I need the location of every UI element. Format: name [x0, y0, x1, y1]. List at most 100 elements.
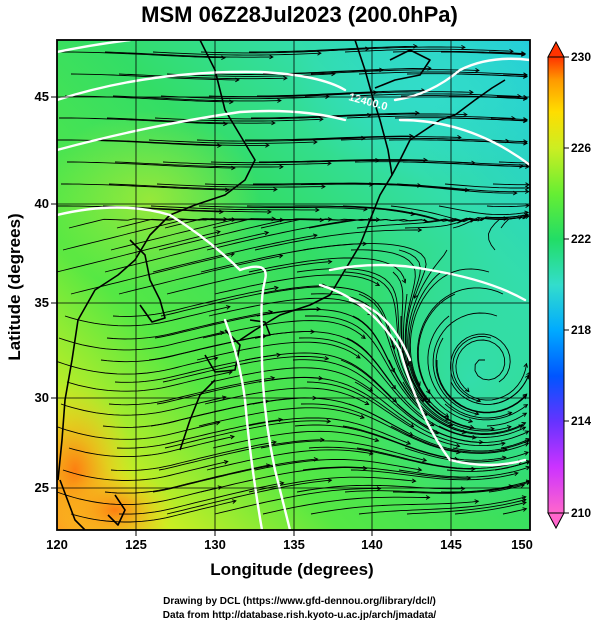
streamline-arrow: [219, 209, 224, 215]
streamline: [150, 397, 317, 427]
colorbar-min-arrow: [547, 512, 565, 530]
streamline: [248, 476, 416, 493]
streamline-arrow: [464, 387, 470, 393]
streamline: [492, 375, 530, 405]
streamline-arrow: [265, 143, 270, 148]
streamline-arrow: [273, 187, 278, 192]
streamline: [158, 439, 324, 471]
streamline-arrow: [524, 189, 530, 194]
streamline: [455, 339, 506, 392]
streamline: [212, 430, 379, 449]
colorbar-max-arrow: [547, 40, 565, 58]
streamline-arrow: [313, 457, 319, 462]
streamline: [444, 403, 528, 421]
streamline: [436, 360, 528, 413]
streamline: [160, 285, 326, 317]
streamline-arrow: [364, 400, 370, 405]
streamline-arrow: [406, 440, 412, 445]
streamline: [344, 48, 513, 53]
y-axis-label: Latitude (degrees): [5, 213, 24, 360]
streamline: [498, 161, 530, 164]
streamline-arrow: [425, 495, 431, 500]
streamline: [108, 377, 275, 406]
streamline: [492, 183, 529, 186]
streamline-arrow: [468, 418, 474, 423]
streamline: [408, 271, 449, 418]
streamline-arrow: [474, 411, 480, 416]
streamline: [208, 297, 372, 317]
streamline: [198, 205, 367, 210]
streamline-arrow: [216, 230, 221, 235]
streamline: [112, 287, 279, 317]
colorbar: 230 226 222 218 214 210: [547, 40, 591, 530]
streamline: [350, 249, 416, 366]
streamline-arrow: [417, 467, 423, 472]
streamline: [260, 440, 427, 462]
streamline-arrow: [471, 466, 476, 472]
streamline: [304, 315, 428, 416]
streamline-arrow: [521, 426, 527, 431]
streamline: [58, 331, 224, 351]
streamline: [200, 243, 367, 273]
streamline: [356, 216, 523, 229]
streamline: [398, 249, 427, 400]
colorbar-tick-label: 222: [571, 232, 591, 246]
streamline-arrow: [362, 241, 368, 247]
streamline: [488, 215, 529, 251]
streamline: [404, 447, 529, 463]
streamline-arrow: [521, 500, 527, 506]
streamline-arrow: [409, 133, 414, 139]
colorbar-tick-label: 210: [571, 506, 591, 520]
streamline: [61, 183, 229, 191]
streamline: [409, 268, 490, 386]
streamline-arrow: [316, 306, 322, 312]
streamline: [254, 459, 422, 471]
streamline-arrow: [361, 334, 366, 339]
streamline-arrow: [521, 422, 527, 427]
streamline-arrow: [522, 393, 528, 399]
streamline-arrow: [444, 413, 450, 418]
streamline-arrow: [523, 139, 528, 144]
streamline-arrow: [264, 230, 270, 236]
streamline-arrow: [221, 395, 227, 400]
streamline: [452, 439, 530, 452]
streamline: [60, 396, 226, 416]
streamline-arrow: [455, 443, 461, 448]
streamline: [259, 159, 428, 163]
streamline: [104, 231, 269, 273]
streamline: [214, 274, 380, 295]
streamline-arrow: [324, 355, 330, 361]
streamline: [488, 51, 526, 55]
streamline: [350, 469, 519, 481]
streamline-arrow: [271, 216, 277, 222]
x-axis-label: Longitude (degrees): [210, 560, 373, 579]
streamline: [64, 306, 230, 327]
streamline: [306, 159, 475, 164]
streamline: [298, 337, 434, 427]
streamline: [348, 403, 507, 453]
streamline-arrow: [318, 375, 324, 381]
height-contours: [57, 40, 530, 530]
streamline-arrow: [265, 463, 271, 468]
streamline: [57, 486, 222, 506]
streamline-arrow: [278, 417, 284, 423]
y-tick-label: 45: [35, 89, 49, 104]
streamline-arrow: [375, 281, 381, 287]
streamline: [196, 137, 365, 142]
streamline-arrow: [310, 329, 316, 334]
streamline: [152, 51, 321, 56]
streamline-arrow: [416, 381, 421, 387]
streamline: [435, 337, 527, 414]
streamline: [407, 249, 448, 403]
streamline: [118, 73, 287, 80]
streamline: [454, 73, 527, 78]
streamline-arrow: [392, 398, 397, 403]
streamline: [296, 268, 403, 354]
streamline-arrow: [471, 434, 477, 440]
streamline-arrow: [326, 418, 332, 424]
streamline: [152, 234, 317, 273]
streamline: [356, 447, 523, 469]
x-tick-label: 150: [511, 537, 533, 552]
streamline-arrow: [523, 117, 528, 122]
streamline-arrow: [317, 50, 322, 56]
